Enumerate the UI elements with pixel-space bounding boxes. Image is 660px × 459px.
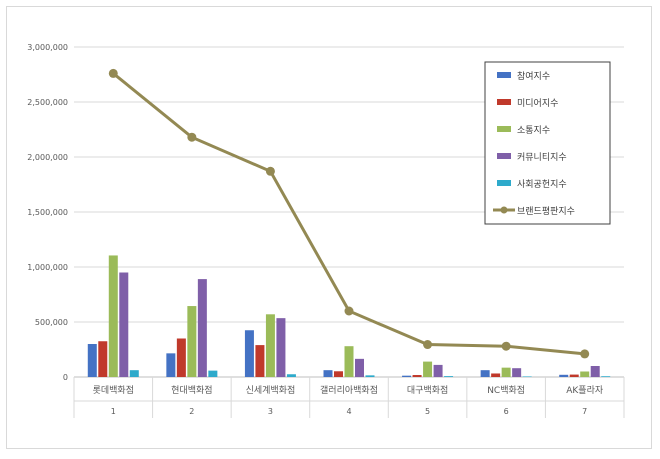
bar [87,344,97,377]
bar [334,371,343,377]
legend-label: 브랜드평판지수 [517,206,575,217]
x-category-label: NC백화점 [487,384,525,396]
line-point [265,166,275,176]
line-point [187,132,197,142]
bar [244,330,254,377]
bar [580,371,590,377]
bar [323,370,333,377]
line-point [108,68,118,78]
bar [501,367,511,377]
bar [559,374,569,377]
x-category-label: 갤러리아백화점 [320,384,378,396]
bar [491,373,501,377]
x-rank-label: 1 [111,407,116,416]
x-category-label: 롯데백화점 [93,384,134,396]
bar [444,376,454,377]
legend-label: 커뮤니티지수 [517,152,567,163]
legend-swatch [497,153,511,159]
y-tick-label: 2,000,000 [27,153,68,162]
legend-label: 사회공헌지수 [517,179,567,190]
bar [119,272,129,377]
legend-label: 소통지수 [517,125,550,136]
y-tick-label: 0 [63,373,68,382]
bar [590,366,600,377]
x-rank-label: 7 [582,407,587,416]
y-tick-label: 1,500,000 [27,208,68,217]
bar [423,361,433,377]
bar [176,338,186,377]
bar [187,306,197,377]
x-category-label: 신세계백화점 [246,384,296,396]
y-tick-label: 3,000,000 [27,43,68,52]
x-rank-label: 5 [425,407,430,416]
bar [402,375,412,377]
legend-swatch [497,99,511,105]
bar [255,345,265,377]
y-tick-label: 2,500,000 [27,98,68,107]
line-point [423,340,433,350]
x-category-label: 대구백화점 [407,384,448,396]
bar [108,255,118,377]
bar [129,370,139,377]
bar [569,374,579,377]
x-rank-label: 6 [504,407,509,416]
bar [522,376,532,377]
bar [480,370,490,377]
line-point [580,349,590,359]
legend-label: 참여지수 [517,70,550,82]
bar [276,318,286,377]
bar [208,370,218,377]
line-point [501,341,511,351]
y-tick-label: 500,000 [35,318,68,327]
bar [166,353,176,377]
x-rank-label: 3 [268,407,273,416]
bar [355,358,364,377]
x-rank-label: 2 [189,407,194,416]
x-category-label: AK플라자 [566,385,604,396]
bar [197,279,207,377]
bar [265,314,275,377]
y-tick-label: 1,000,000 [27,263,68,272]
chart-svg: 0 500,000 1,000,000 1,500,000 2,000,000 2,500… [27,43,625,418]
bar [365,375,375,377]
bar [412,375,422,377]
legend-swatch [497,126,511,132]
legend-label: 미디어지수 [517,98,558,109]
bar [601,376,611,377]
bar [344,346,354,377]
x-category-label: 현대백화점 [171,384,212,396]
bar [98,341,108,377]
bar [512,368,522,377]
line-point [344,306,354,316]
legend-swatch [497,72,511,78]
legend-box [484,61,611,225]
legend-marker [500,206,508,214]
x-rank-label: 4 [346,407,351,416]
bar [286,374,296,377]
bar [433,364,443,377]
legend-swatch [497,180,511,186]
chart-frame: 0 500,000 1,000,000 1,500,000 2,000,000 2,500… [6,6,652,449]
